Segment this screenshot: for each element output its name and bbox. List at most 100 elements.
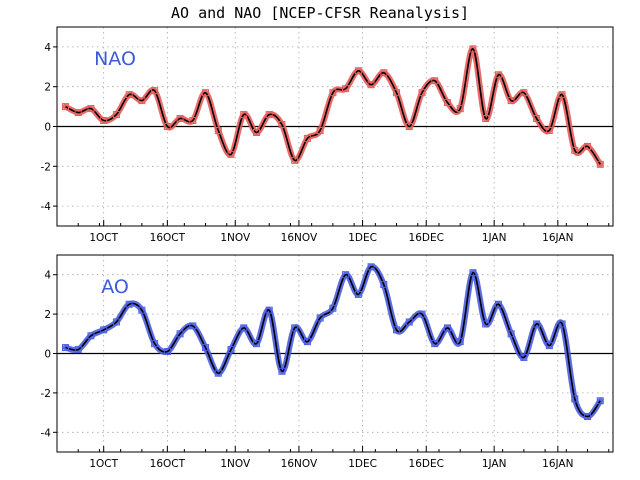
y-tick-label: 4 <box>44 270 51 282</box>
data-point <box>125 300 133 308</box>
data-point <box>227 150 235 158</box>
data-point <box>533 320 541 328</box>
series-line <box>65 48 601 165</box>
data-point <box>316 126 324 134</box>
data-point <box>571 395 579 403</box>
data-point <box>380 281 388 289</box>
data-point <box>520 353 528 361</box>
data-point <box>443 324 451 332</box>
series-marker-band <box>62 263 604 420</box>
data-point <box>163 123 171 130</box>
data-point <box>342 271 350 279</box>
data-point <box>265 306 273 314</box>
data-point <box>520 89 528 97</box>
x-tick-label: 1OCT <box>89 458 118 470</box>
x-tick-label: 16JAN <box>542 232 573 244</box>
data-point <box>202 344 210 352</box>
data-point <box>291 324 299 332</box>
data-point <box>176 330 184 338</box>
data-point <box>176 115 184 123</box>
data-point <box>291 156 299 164</box>
data-point <box>494 300 502 308</box>
x-tick-label: 16DEC <box>409 232 444 244</box>
data-point <box>482 115 490 123</box>
data-point <box>125 91 133 99</box>
x-tick-label: 1DEC <box>348 232 377 244</box>
y-tick-label: -4 <box>41 201 52 213</box>
data-point <box>240 111 248 119</box>
x-tick-label: 1DEC <box>348 458 377 470</box>
y-tick-label: -2 <box>41 388 51 400</box>
x-tick-label: 16JAN <box>542 458 573 470</box>
series-line <box>65 265 601 418</box>
data-point <box>100 326 108 334</box>
x-tick-label: 1NOV <box>220 232 251 244</box>
data-point <box>138 306 146 314</box>
x-tick-label: 16NOV <box>281 458 318 470</box>
data-point <box>545 342 553 350</box>
x-tick-label: 1JAN <box>482 458 507 470</box>
nao-panel: -4 -2 0 2 4 1OCT 16OCT 1NOV 16NOV 1DEC 16DEC 1JAN 16… <box>41 26 614 244</box>
data-point <box>367 263 375 271</box>
data-point <box>418 89 426 97</box>
y-tick-label: 0 <box>44 122 51 134</box>
data-point <box>393 326 401 334</box>
data-point <box>112 111 120 119</box>
y-tick-label: -2 <box>41 161 51 173</box>
data-point <box>329 89 337 97</box>
data-point <box>112 318 120 326</box>
x-tick-label: 1OCT <box>89 232 118 244</box>
x-tick-label: 16DEC <box>409 458 444 470</box>
data-point <box>469 45 477 53</box>
data-point <box>405 123 413 130</box>
x-tick-label: 1NOV <box>220 458 251 470</box>
chart-title: AO and NAO [NCEP-CFSR Reanalysis] <box>171 4 469 22</box>
data-point <box>151 340 159 348</box>
data-point <box>596 160 604 168</box>
y-tick-label: -4 <box>41 427 52 439</box>
y-tick-label: 0 <box>44 349 51 361</box>
data-point <box>252 340 260 348</box>
data-point <box>87 332 95 340</box>
data-point <box>316 314 324 322</box>
data-point <box>354 67 362 75</box>
data-point <box>533 115 541 123</box>
data-point <box>558 91 566 99</box>
data-point <box>252 128 260 136</box>
data-point <box>151 87 159 95</box>
data-point <box>278 121 286 129</box>
data-point <box>456 105 464 113</box>
data-point <box>507 330 515 338</box>
data-point <box>596 397 604 405</box>
data-point <box>431 340 439 348</box>
data-point <box>584 413 592 421</box>
series-label: NAO <box>94 48 136 70</box>
y-tick-label: 2 <box>44 82 51 94</box>
x-tick-label: 16OCT <box>150 458 186 470</box>
data-point <box>87 105 95 113</box>
data-point <box>227 346 235 354</box>
data-point <box>74 346 82 354</box>
data-point <box>405 318 413 326</box>
y-tick-label: 4 <box>44 42 51 54</box>
x-tick-label: 16OCT <box>150 232 186 244</box>
data-point <box>265 111 273 119</box>
data-point <box>100 117 108 125</box>
data-point <box>61 344 69 352</box>
data-point <box>138 97 146 105</box>
series-marker-band <box>62 45 604 168</box>
data-point <box>584 142 592 150</box>
data-point <box>469 269 477 277</box>
data-point <box>418 310 426 318</box>
data-point <box>443 99 451 107</box>
data-point <box>431 77 439 85</box>
data-point <box>189 117 197 125</box>
data-point <box>507 97 515 105</box>
data-point <box>202 89 210 97</box>
data-point <box>456 338 464 346</box>
data-point <box>214 369 222 377</box>
data-point <box>303 134 311 142</box>
data-point <box>482 320 490 328</box>
series-label: AO <box>101 276 129 298</box>
